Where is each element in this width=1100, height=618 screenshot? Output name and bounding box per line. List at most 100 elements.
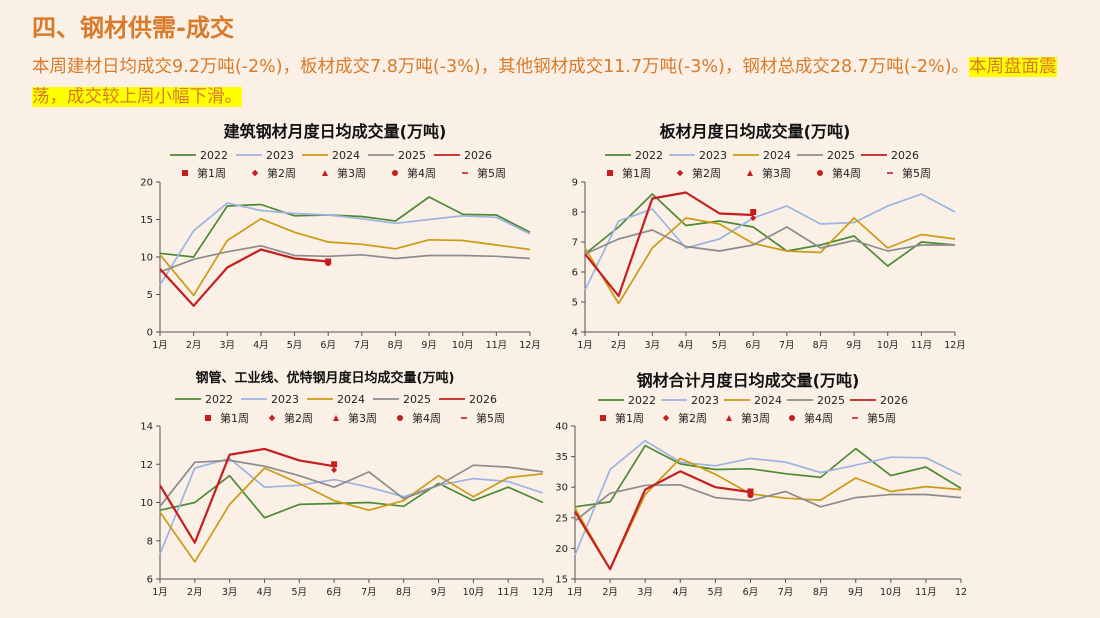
legend-label-week4: 第4周 xyxy=(407,166,436,180)
series-line-2022 xyxy=(159,196,531,258)
legend-label-week2: 第2周 xyxy=(267,166,296,180)
chart-title: 建筑钢材月度日均成交量(万吨) xyxy=(224,122,447,141)
legend-marker-week2 xyxy=(251,169,259,177)
x-tick-label: 1月 xyxy=(152,587,168,598)
series-line-2026 xyxy=(574,470,751,571)
series-line-2024 xyxy=(574,457,962,571)
week2-point xyxy=(331,466,338,473)
legend-label-2024: 2024 xyxy=(337,393,365,406)
x-tick-label: 10月 xyxy=(877,340,899,351)
x-tick-label: 3月 xyxy=(637,587,653,598)
legend-label-week5: 第5周 xyxy=(476,411,505,425)
legend-label-2022: 2022 xyxy=(628,394,656,407)
legend-marker-week4 xyxy=(789,415,795,421)
legend-marker-week1 xyxy=(607,170,613,176)
x-tick-label: 5月 xyxy=(712,340,728,351)
y-tick-label: 15 xyxy=(555,575,568,586)
legend-label-week3: 第3周 xyxy=(337,166,366,180)
y-tick-label: 14 xyxy=(140,422,153,433)
legend-label-week2: 第2周 xyxy=(284,411,313,425)
week4-point xyxy=(325,260,332,266)
legend-marker-week2 xyxy=(268,414,276,422)
x-tick-label: 9月 xyxy=(848,587,864,598)
legend-label-week5: 第5周 xyxy=(867,411,896,425)
x-tick-label: 5月 xyxy=(291,587,307,598)
series-line-2023 xyxy=(584,193,956,291)
x-tick-label: 2月 xyxy=(187,587,203,598)
y-tick-label: 35 xyxy=(555,452,568,463)
legend-label-2024: 2024 xyxy=(754,394,782,407)
x-tick-label: 2月 xyxy=(611,340,627,351)
legend-marker-week3 xyxy=(726,415,732,421)
legend-label-2025: 2025 xyxy=(398,149,426,162)
legend-marker-week3 xyxy=(333,415,339,421)
legend-label-2025: 2025 xyxy=(817,394,845,407)
legend-label-2026: 2026 xyxy=(469,393,497,406)
x-tick-label: 8月 xyxy=(388,340,404,351)
x-tick-label: 7月 xyxy=(354,340,370,351)
legend-label-2024: 2024 xyxy=(763,149,791,162)
x-tick-label: 5月 xyxy=(708,587,724,598)
legend-label-week4: 第4周 xyxy=(412,411,441,425)
x-tick-label: 8月 xyxy=(813,587,829,598)
x-tick-label: 9月 xyxy=(846,340,862,351)
y-tick-label: 20 xyxy=(140,178,153,189)
legend-label-week5: 第5周 xyxy=(902,166,931,180)
series-line-2023 xyxy=(574,439,962,556)
chart-title: 板材月度日均成交量(万吨) xyxy=(660,122,851,141)
chart-title: 钢管、工业线、优特钢月度日均成交量(万吨) xyxy=(196,370,455,386)
legend-label-week1: 第1周 xyxy=(197,166,226,180)
x-tick-label: 10月 xyxy=(452,340,474,351)
x-tick-label: 10月 xyxy=(880,587,902,598)
y-tick-label: 30 xyxy=(555,483,568,494)
x-tick-label: 2月 xyxy=(602,587,618,598)
y-tick-label: 8 xyxy=(147,536,153,547)
x-tick-label: 4月 xyxy=(257,587,273,598)
x-tick-label: 4月 xyxy=(253,340,269,351)
y-tick-label: 40 xyxy=(555,422,568,433)
chart-building-steel: 建筑钢材月度日均成交量(万吨) 2022 2023 2024 2025 2026 第1周 第2… xyxy=(140,122,541,351)
legend-label-week3: 第3周 xyxy=(741,411,770,425)
series-line-2022 xyxy=(574,444,962,508)
x-tick-label: 6月 xyxy=(745,340,761,351)
legend-marker-week2 xyxy=(676,169,684,177)
x-tick-label: 9月 xyxy=(421,340,437,351)
series-line-2025 xyxy=(574,483,962,522)
x-tick-label: 7月 xyxy=(779,340,795,351)
legend-label-week4: 第4周 xyxy=(804,411,833,425)
series-line-2025 xyxy=(584,226,955,255)
x-tick-label: 4月 xyxy=(678,340,694,351)
series-line-2024 xyxy=(159,217,531,297)
legend-marker-week3 xyxy=(322,170,328,176)
x-tick-label: 1月 xyxy=(152,340,168,351)
page-title: 四、钢材供需-成交 xyxy=(32,14,234,42)
y-tick-label: 7 xyxy=(572,238,578,249)
x-tick-label: 8月 xyxy=(396,587,412,598)
chart-title: 钢材合计月度日均成交量(万吨) xyxy=(637,371,860,390)
legend-marker-week1 xyxy=(182,170,188,176)
x-tick-label: 12月 xyxy=(944,340,966,351)
legend-marker-week4 xyxy=(817,170,823,176)
x-tick-label: 10月 xyxy=(463,587,485,598)
series-line-2024 xyxy=(159,467,544,563)
y-tick-label: 0 xyxy=(147,328,153,339)
y-tick-label: 6 xyxy=(147,575,153,586)
x-tick-label: 3月 xyxy=(222,587,238,598)
week1-point xyxy=(331,461,338,468)
x-tick-label: 6月 xyxy=(326,587,342,598)
series-line-2022 xyxy=(584,193,956,267)
y-tick-label: 6 xyxy=(572,268,578,279)
legend-label-week1: 第1周 xyxy=(622,166,651,180)
x-tick-label: 4月 xyxy=(672,587,688,598)
legend-marker-week2 xyxy=(662,414,670,422)
legend-marker-week4 xyxy=(392,170,398,176)
legend-label-2023: 2023 xyxy=(699,149,727,162)
week2-point xyxy=(750,215,757,221)
summary-sentence: 本周建材日均成交9.2万吨(-2%)，板材成交7.8万吨(-3%)，其他钢材成交… xyxy=(32,57,970,77)
y-tick-label: 8 xyxy=(572,208,578,219)
legend-label-2022: 2022 xyxy=(200,149,228,162)
week1-point xyxy=(750,209,757,215)
series-line-2023 xyxy=(159,457,544,555)
x-tick-label: 8月 xyxy=(813,340,829,351)
